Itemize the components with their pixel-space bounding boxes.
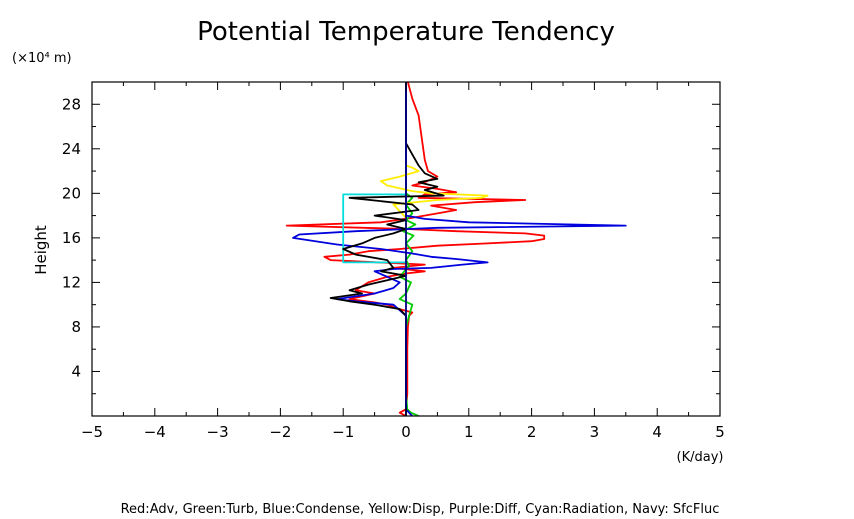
x-tick-label: −2 bbox=[269, 423, 291, 441]
y-tick-label: 4 bbox=[71, 362, 81, 380]
x-tick-label: 5 bbox=[715, 423, 725, 441]
x-tick-label: 3 bbox=[590, 423, 600, 441]
series-net-line bbox=[329, 82, 445, 416]
y-axis-label: Height bbox=[32, 225, 50, 275]
x-tick-label: −5 bbox=[81, 423, 103, 441]
series-adv-line bbox=[285, 81, 546, 417]
x-tick-label: 4 bbox=[652, 423, 662, 441]
x-tick-label: −4 bbox=[144, 423, 166, 441]
x-tick-label: −3 bbox=[207, 423, 229, 441]
chart-title: Potential Temperature Tendency bbox=[197, 17, 615, 47]
y-ticks: 4 8 12 16 20 24 28 bbox=[62, 95, 720, 395]
y-tick-label: 12 bbox=[62, 273, 81, 291]
y-tick-label: 8 bbox=[71, 318, 81, 336]
plot-curves bbox=[285, 81, 627, 417]
series-radiation-line bbox=[342, 193, 406, 264]
x-axis-label: (K/day) bbox=[677, 450, 724, 465]
x-tick-label: 1 bbox=[464, 423, 474, 441]
y-tick-label: 28 bbox=[62, 95, 81, 113]
y-tick-label: 16 bbox=[62, 229, 81, 247]
y-tick-label: 24 bbox=[62, 140, 81, 158]
x-tick-label: 2 bbox=[527, 423, 537, 441]
x-ticks: −5 −4 −3 −2 −1 0 1 2 3 4 5 bbox=[81, 82, 725, 441]
legend-text: Red:Adv, Green:Turb, Blue:Condense, Yell… bbox=[121, 502, 720, 517]
x-tick-label: −1 bbox=[332, 423, 354, 441]
x-tick-label: 0 bbox=[401, 423, 411, 441]
y-unit-label: (×10⁴ m) bbox=[12, 51, 72, 66]
y-tick-label: 20 bbox=[62, 184, 81, 202]
